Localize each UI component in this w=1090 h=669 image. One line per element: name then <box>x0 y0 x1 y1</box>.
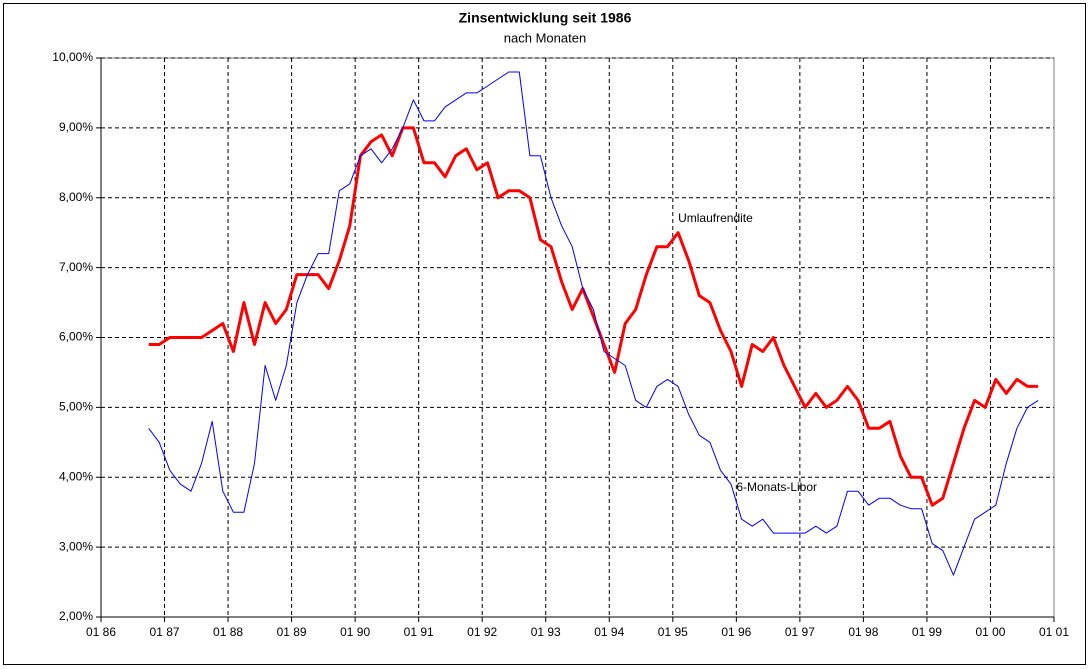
annotation: 6-Monats-Libor <box>736 480 817 494</box>
x-tick-label: 01 86 <box>86 625 116 639</box>
chart-title: Zinsentwicklung seit 1986 <box>459 10 632 26</box>
x-tick-label: 01 98 <box>848 625 878 639</box>
x-tick-label: 01 91 <box>404 625 434 639</box>
y-tick-label: 10,00% <box>52 50 93 64</box>
x-tick-label: 01 90 <box>340 625 370 639</box>
x-tick-label: 01 89 <box>277 625 307 639</box>
x-tick-label: 01 95 <box>658 625 688 639</box>
y-tick-label: 3,00% <box>59 539 93 553</box>
y-tick-label: 5,00% <box>59 400 93 414</box>
y-tick-label: 8,00% <box>59 190 93 204</box>
y-tick-label: 7,00% <box>59 260 93 274</box>
line-series <box>148 71 1039 576</box>
chart-subtitle: nach Monaten <box>504 30 586 45</box>
x-tick-label: 01 01 <box>1039 625 1069 639</box>
y-tick-label: 4,00% <box>59 469 93 483</box>
x-tick-label: 01 92 <box>467 625 497 639</box>
x-tick-label: 01 88 <box>213 625 243 639</box>
x-tick-label: 01 93 <box>531 625 561 639</box>
x-tick-label: 01 97 <box>785 625 815 639</box>
x-tick-label: 01 87 <box>150 625 180 639</box>
x-tick-label: 01 00 <box>975 625 1005 639</box>
y-tick-label: 2,00% <box>59 609 93 623</box>
x-tick-label: 01 94 <box>594 625 624 639</box>
y-tick-label: 9,00% <box>59 120 93 134</box>
y-tick-label: 6,00% <box>59 330 93 344</box>
x-tick-label: 01 96 <box>721 625 751 639</box>
annotation: Umlaufrendite <box>678 211 753 225</box>
line-series <box>148 126 1039 507</box>
x-tick-label: 01 99 <box>912 625 942 639</box>
